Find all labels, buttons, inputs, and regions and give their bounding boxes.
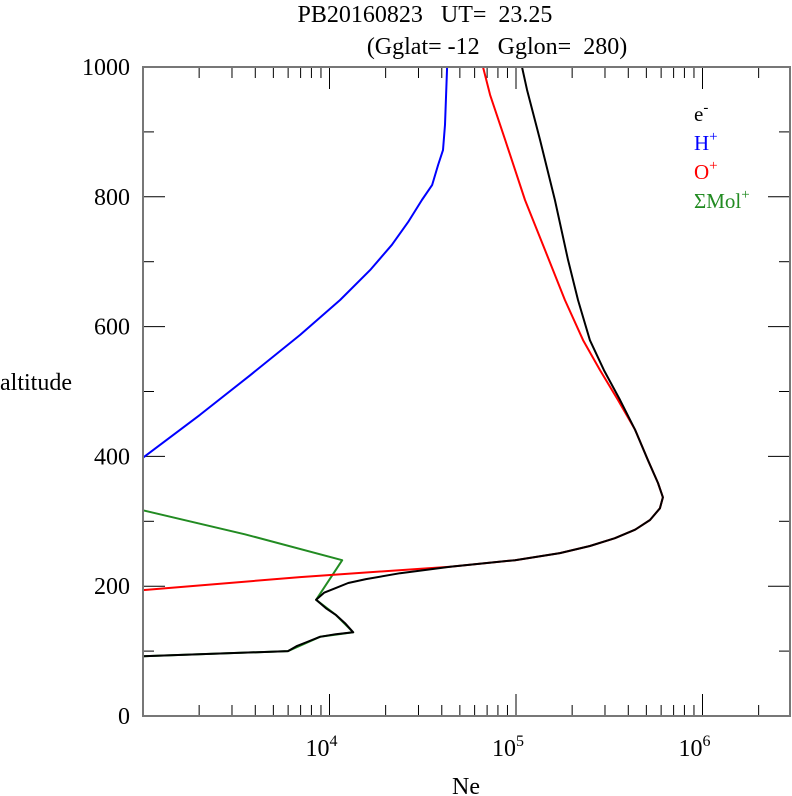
chart-title-line2: (Gglat= -12 Gglon= 280)	[367, 34, 627, 60]
legend-entry: O+	[694, 158, 718, 184]
series-line-electron	[142, 66, 664, 658]
series-line-h-plus	[142, 66, 449, 459]
y-tick-label: 1000	[82, 55, 130, 81]
x-tick-label: 105	[492, 733, 524, 762]
y-tick-label: 200	[94, 574, 130, 600]
legend-entry: ΣMol+	[694, 187, 750, 213]
x-tick-label: 106	[679, 733, 711, 762]
y-tick-label: 600	[94, 315, 130, 341]
legend: e- H+ O+ ΣMol+	[694, 100, 750, 213]
legend-entry: H+	[694, 129, 718, 155]
y-tick-label: 0	[118, 704, 130, 730]
chart-title-line1: PB20160823 UT= 23.25	[298, 2, 553, 28]
y-tick-label: 400	[94, 444, 130, 470]
y-tick-label: 800	[94, 185, 130, 211]
legend-entry: e-	[694, 100, 708, 126]
series-line-sum-mol-plus	[142, 509, 355, 658]
x-tick-label: 104	[306, 733, 338, 762]
x-axis-label: Ne	[452, 774, 480, 796]
y-axis-label: altitude	[0, 370, 72, 396]
plot-frame	[142, 66, 791, 717]
series-line-o-plus	[142, 66, 664, 592]
